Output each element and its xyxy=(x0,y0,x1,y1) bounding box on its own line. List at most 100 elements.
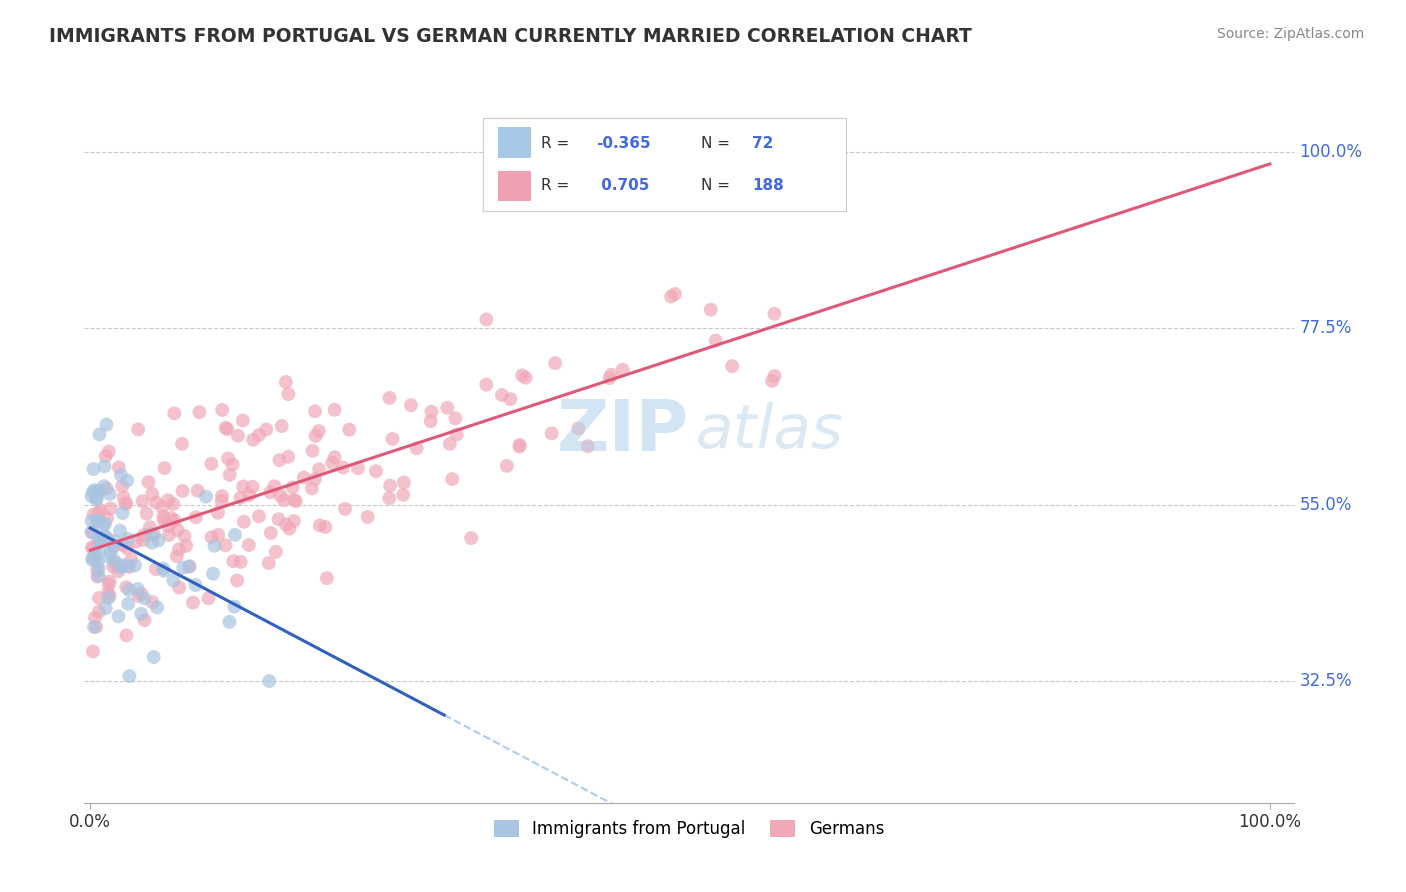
Point xyxy=(111,506,134,520)
Point xyxy=(93,479,115,493)
Point xyxy=(323,402,346,417)
Point xyxy=(89,503,111,517)
Point xyxy=(226,574,249,588)
Point xyxy=(134,613,156,627)
Point xyxy=(91,533,114,547)
Point xyxy=(125,534,148,549)
Point xyxy=(721,359,744,373)
Point xyxy=(202,566,225,581)
Point xyxy=(157,519,180,533)
Point xyxy=(172,560,194,574)
Point xyxy=(98,487,121,501)
Point xyxy=(167,581,190,595)
Point xyxy=(117,597,139,611)
Point xyxy=(89,483,111,498)
Point xyxy=(217,451,239,466)
Point xyxy=(83,611,105,625)
Point xyxy=(94,516,117,531)
Text: 32.5%: 32.5% xyxy=(1299,673,1353,690)
Point xyxy=(111,558,134,573)
Point xyxy=(264,545,287,559)
Point xyxy=(131,494,153,508)
Point xyxy=(129,607,152,621)
Point xyxy=(82,485,104,500)
Point xyxy=(152,561,174,575)
Point xyxy=(166,523,188,537)
Point xyxy=(166,549,188,563)
Point xyxy=(301,443,323,458)
Point xyxy=(700,302,723,317)
Point xyxy=(112,490,135,504)
Point xyxy=(86,484,108,499)
Point xyxy=(301,481,323,495)
Point xyxy=(150,500,173,514)
Point xyxy=(195,490,218,504)
Point xyxy=(567,421,589,435)
Point xyxy=(93,459,115,474)
Point xyxy=(392,475,415,490)
Point xyxy=(277,450,299,464)
Point xyxy=(308,518,330,533)
Point xyxy=(145,495,167,509)
Point xyxy=(87,506,110,520)
Point xyxy=(200,457,222,471)
Point xyxy=(247,428,270,442)
Point xyxy=(257,556,280,570)
Point xyxy=(157,493,180,508)
Point xyxy=(229,491,252,505)
Point xyxy=(98,549,121,564)
Point xyxy=(87,536,110,550)
Point xyxy=(143,528,166,542)
Point xyxy=(337,423,360,437)
Point xyxy=(333,502,356,516)
Point xyxy=(141,526,163,541)
Point xyxy=(111,479,134,493)
Point xyxy=(274,375,297,389)
Point xyxy=(89,541,111,556)
Point xyxy=(84,553,107,567)
Point xyxy=(444,411,467,425)
Point xyxy=(763,307,786,321)
Point xyxy=(218,615,240,629)
Text: IMMIGRANTS FROM PORTUGAL VS GERMAN CURRENTLY MARRIED CORRELATION CHART: IMMIGRANTS FROM PORTUGAL VS GERMAN CURRE… xyxy=(49,27,972,45)
Point xyxy=(612,362,634,376)
Point xyxy=(142,650,165,665)
Point xyxy=(242,433,264,447)
Point xyxy=(103,539,125,553)
Point xyxy=(204,539,226,553)
Point xyxy=(107,565,129,579)
Point xyxy=(87,554,110,568)
Point xyxy=(316,571,339,585)
Point xyxy=(104,557,127,571)
Point xyxy=(118,560,141,574)
Point xyxy=(163,406,186,420)
Point xyxy=(259,485,281,500)
Point xyxy=(267,512,290,526)
Point xyxy=(153,513,176,527)
Point xyxy=(108,524,131,538)
Point xyxy=(232,413,254,427)
Point xyxy=(704,334,727,348)
Point xyxy=(510,368,533,383)
Point xyxy=(292,470,315,484)
Point xyxy=(247,509,270,524)
Point xyxy=(347,461,370,475)
Point xyxy=(273,493,295,508)
Point xyxy=(378,491,401,505)
Point xyxy=(152,509,174,524)
Point xyxy=(93,529,115,543)
Point xyxy=(277,387,299,401)
Point xyxy=(107,460,129,475)
Point xyxy=(82,551,104,566)
Point xyxy=(599,371,621,385)
Point xyxy=(80,525,103,540)
Point xyxy=(135,507,157,521)
Point xyxy=(101,559,124,574)
Point xyxy=(283,492,305,507)
Point xyxy=(117,532,139,546)
Point xyxy=(117,558,139,573)
Point xyxy=(83,483,105,498)
Point xyxy=(112,538,135,552)
Point xyxy=(86,563,108,577)
Point xyxy=(515,370,537,384)
